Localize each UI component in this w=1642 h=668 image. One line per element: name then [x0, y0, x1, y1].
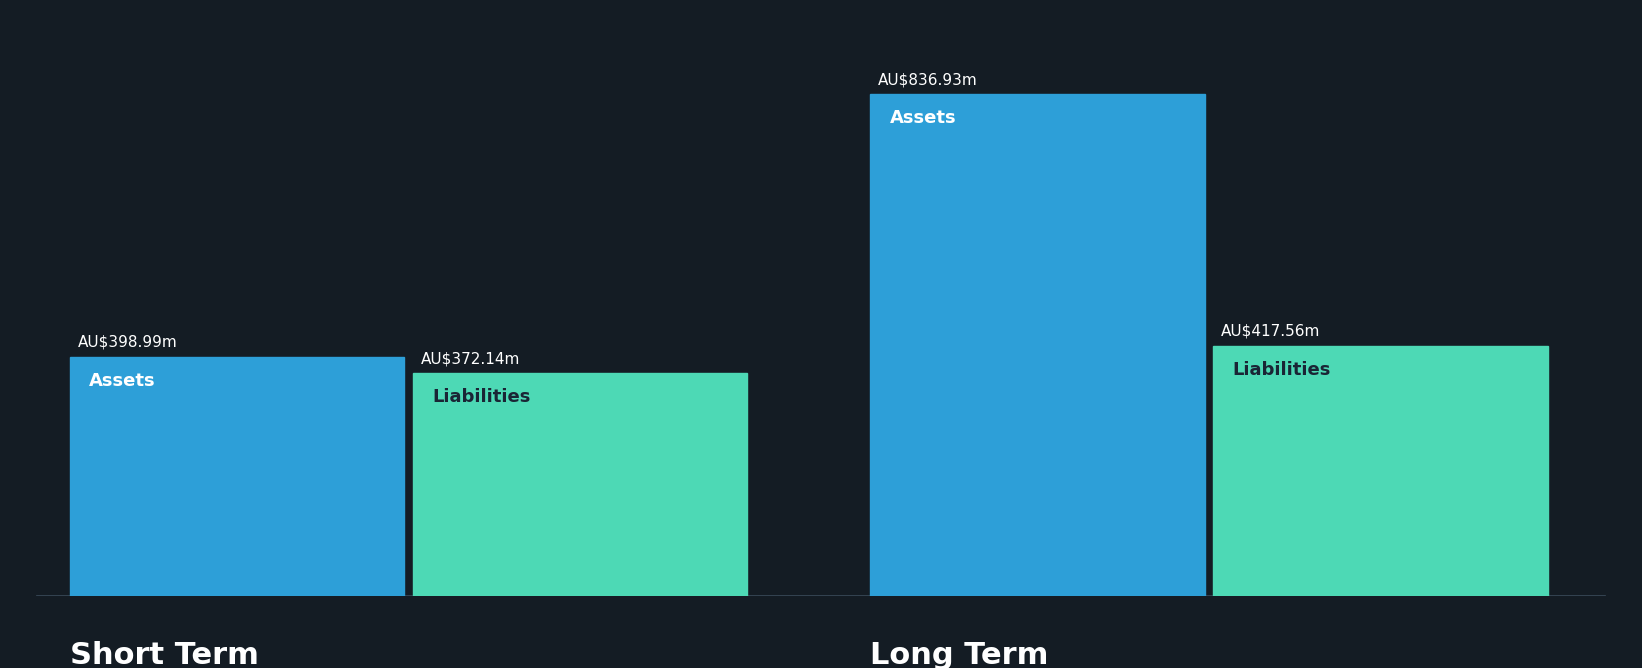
Text: Assets: Assets — [89, 372, 156, 390]
Text: AU$836.93m: AU$836.93m — [878, 72, 979, 88]
Text: AU$398.99m: AU$398.99m — [77, 335, 177, 350]
Bar — [412, 373, 747, 597]
Text: AU$417.56m: AU$417.56m — [1222, 324, 1320, 339]
Text: Liabilities: Liabilities — [1233, 361, 1332, 379]
Text: AU$372.14m: AU$372.14m — [420, 351, 521, 366]
Text: Liabilities: Liabilities — [432, 388, 530, 406]
Text: Long Term: Long Term — [870, 641, 1048, 668]
Bar — [69, 357, 404, 597]
Text: Assets: Assets — [890, 110, 956, 128]
Text: Short Term: Short Term — [69, 641, 258, 668]
Bar — [870, 94, 1205, 597]
Bar — [1213, 346, 1548, 597]
